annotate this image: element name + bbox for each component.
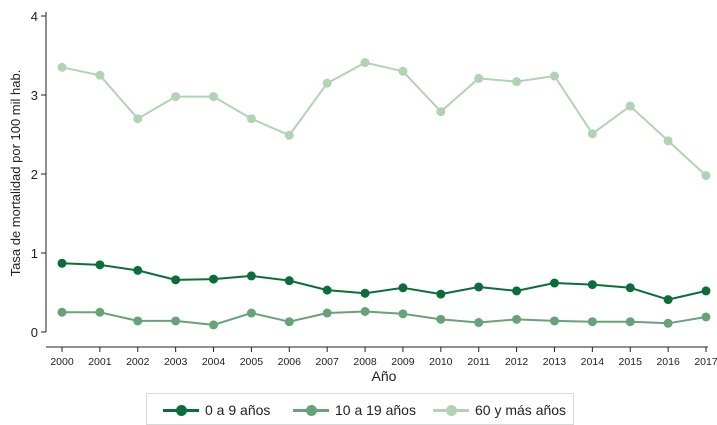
- data-point-1-2004: [209, 320, 219, 330]
- data-point-2-2002: [133, 114, 143, 124]
- legend-item-0-a-9: 0 a 9 años: [163, 400, 270, 420]
- data-point-0-2010: [436, 289, 446, 299]
- legend-swatch-60-y-mas: [433, 400, 469, 420]
- data-point-2-2005: [246, 114, 256, 124]
- x-tick-label-2008: 2008: [353, 356, 377, 368]
- series-layer: [57, 58, 711, 330]
- data-point-1-2010: [436, 314, 446, 324]
- x-tick-label-2002: 2002: [126, 356, 150, 368]
- data-point-0-2013: [549, 278, 559, 288]
- data-point-1-2001: [95, 307, 105, 317]
- x-tick-label-2017: 2017: [694, 356, 717, 368]
- data-point-0-2000: [57, 258, 67, 268]
- data-point-0-2011: [474, 282, 484, 292]
- y-tick-label-1: 1: [31, 246, 38, 261]
- x-tick-label-2012: 2012: [505, 356, 529, 368]
- data-point-1-2014: [587, 317, 597, 327]
- data-point-1-2008: [360, 306, 370, 316]
- data-point-2-2003: [171, 92, 181, 102]
- data-point-2-2004: [209, 92, 219, 102]
- x-tick-label-2005: 2005: [240, 356, 264, 368]
- data-point-0-2005: [246, 271, 256, 281]
- y-tick-label-2: 2: [31, 167, 38, 182]
- data-point-0-2003: [171, 275, 181, 285]
- data-point-1-2012: [512, 314, 522, 324]
- data-point-1-2006: [284, 317, 294, 327]
- x-tick-label-2004: 2004: [202, 356, 226, 368]
- x-tick-label-2000: 2000: [50, 356, 74, 368]
- y-tick-label-4: 4: [31, 9, 38, 24]
- data-point-1-2002: [133, 316, 143, 326]
- series-line-0: [61, 262, 707, 301]
- legend-label-0-a-9: 0 a 9 años: [205, 402, 271, 418]
- data-point-0-2007: [322, 285, 332, 295]
- legend: 0 a 9 años 10 a 19 años 60 y más años: [146, 393, 574, 425]
- data-point-2-2007: [322, 78, 332, 88]
- x-tick-label-2011: 2011: [467, 356, 490, 368]
- y-tick-label-3: 3: [31, 88, 38, 103]
- x-tick-label-2016: 2016: [656, 356, 680, 368]
- data-point-1-2003: [171, 316, 181, 326]
- data-point-1-2016: [663, 318, 673, 328]
- data-point-2-2009: [398, 66, 408, 76]
- data-point-0-2001: [95, 260, 105, 270]
- data-point-2-2010: [436, 107, 446, 117]
- data-point-0-2016: [663, 295, 673, 305]
- line-chart: 0 1 2 3 4 2000 2001 2002 2003 2004 2005 2006 2007 200…: [8, 9, 717, 384]
- x-axis-label: Año: [372, 368, 397, 384]
- data-point-2-2015: [625, 101, 635, 111]
- series-line-1: [62, 310, 707, 326]
- y-tick-label-0: 0: [31, 325, 38, 340]
- data-point-0-2004: [209, 274, 219, 284]
- series-0: [57, 258, 711, 305]
- data-point-2-2014: [587, 129, 597, 139]
- series-2: [57, 58, 711, 181]
- legend-item-10-a-19: 10 a 19 años: [293, 400, 416, 420]
- x-tick-label-2010: 2010: [429, 356, 453, 368]
- data-point-1-2009: [398, 309, 408, 319]
- y-axis-label: Tasa de mortalidad por 100 mil hab.: [8, 70, 23, 277]
- x-tick-label-2014: 2014: [581, 356, 605, 368]
- data-point-0-2012: [512, 286, 522, 296]
- x-tick-label-2007: 2007: [315, 356, 339, 368]
- data-point-1-2005: [246, 308, 256, 318]
- axes: 0 1 2 3 4 2000 2001 2002 2003 2004 2005 2006 2007 200…: [31, 9, 717, 368]
- x-tick-label-2001: 2001: [88, 356, 112, 368]
- data-point-2-2012: [512, 77, 522, 87]
- x-tick-label-2009: 2009: [391, 356, 415, 368]
- data-point-1-2015: [625, 317, 635, 327]
- data-point-0-2017: [701, 286, 711, 296]
- data-point-2-2011: [474, 73, 484, 83]
- x-tick-label-2015: 2015: [619, 356, 643, 368]
- x-tick-label-2013: 2013: [543, 356, 567, 368]
- data-point-1-2017: [701, 312, 711, 322]
- data-point-0-2008: [360, 288, 370, 298]
- data-point-2-2008: [360, 58, 370, 68]
- series-1: [57, 306, 711, 330]
- data-point-0-2014: [587, 280, 597, 290]
- legend-item-60-y-mas: 60 y más años: [433, 400, 566, 420]
- data-point-2-2000: [57, 62, 67, 72]
- data-point-2-2013: [549, 71, 559, 81]
- legend-swatch-0-a-9: [163, 400, 199, 420]
- data-point-1-2007: [322, 308, 332, 318]
- data-point-2-2001: [95, 70, 105, 80]
- data-point-2-2017: [701, 171, 711, 181]
- data-point-0-2006: [284, 276, 294, 286]
- data-point-2-2006: [284, 130, 294, 140]
- series-line-2: [61, 61, 707, 177]
- legend-label-10-a-19: 10 a 19 años: [335, 402, 416, 418]
- data-point-0-2015: [625, 283, 635, 293]
- data-point-0-2009: [398, 283, 408, 293]
- data-point-2-2016: [663, 136, 673, 146]
- data-point-1-2000: [57, 307, 67, 317]
- legend-swatch-10-a-19: [293, 400, 329, 420]
- x-tick-label-2003: 2003: [164, 356, 188, 368]
- data-point-0-2002: [133, 265, 143, 275]
- data-point-1-2013: [549, 316, 559, 326]
- x-tick-label-2006: 2006: [278, 356, 302, 368]
- legend-label-60-y-mas: 60 y más años: [475, 402, 567, 418]
- data-point-1-2011: [474, 318, 484, 328]
